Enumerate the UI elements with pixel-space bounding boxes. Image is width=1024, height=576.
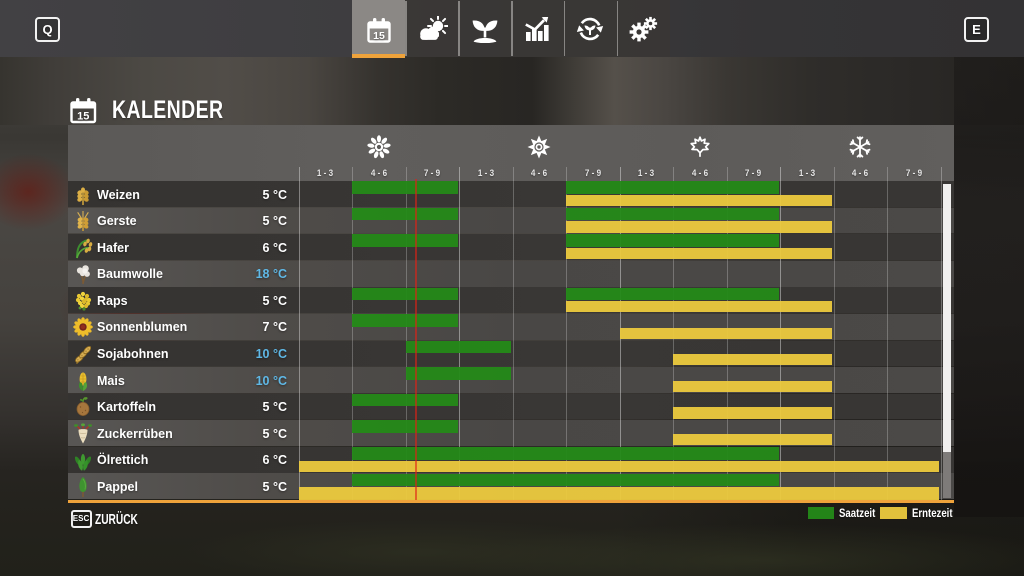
svg-text:15: 15 [373, 29, 385, 41]
svg-text:15: 15 [77, 110, 89, 122]
